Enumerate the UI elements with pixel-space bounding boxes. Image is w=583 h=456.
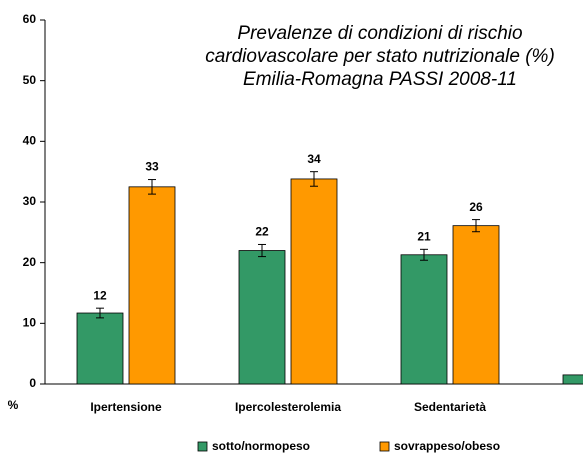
- y-tick-label: 40: [23, 134, 37, 148]
- x-tick-label: Ipercolesterolemia: [235, 400, 341, 414]
- data-label: 34: [307, 152, 321, 166]
- legend-swatch: [379, 441, 390, 452]
- bar: [452, 225, 500, 385]
- y-tick-label: 0: [29, 376, 36, 390]
- legend-label: sovrappeso/obeso: [394, 439, 500, 453]
- bar: [562, 374, 583, 385]
- chart-title: Prevalenze di condizioni di rischio: [237, 23, 522, 44]
- x-tick-label: Sedentarietà: [414, 400, 486, 414]
- chart-title: cardiovascolare per stato nutrizionale (…: [205, 46, 555, 67]
- y-tick-label: 60: [23, 12, 37, 26]
- x-tick-label: Ipertensione: [90, 400, 162, 414]
- data-label: 12: [93, 288, 107, 302]
- y-tick-label: 30: [23, 194, 37, 208]
- y-tick-label: 20: [23, 255, 37, 269]
- data-label: 21: [417, 229, 431, 243]
- legend-label: sotto/normopeso: [212, 439, 310, 453]
- y-tick-label: 10: [23, 316, 37, 330]
- bar: [128, 186, 176, 385]
- data-label: 22: [255, 225, 269, 239]
- bar: [290, 178, 338, 385]
- bar: [400, 254, 448, 385]
- data-label: 26: [469, 200, 483, 214]
- y-tick-label: 50: [23, 73, 37, 87]
- bar: [76, 312, 124, 385]
- bar: [238, 250, 286, 385]
- legend-swatch: [197, 441, 208, 452]
- y-axis-label: %: [8, 398, 19, 412]
- chart-title: Emilia-Romagna PASSI 2008-11: [243, 69, 517, 90]
- data-label: 33: [145, 160, 159, 174]
